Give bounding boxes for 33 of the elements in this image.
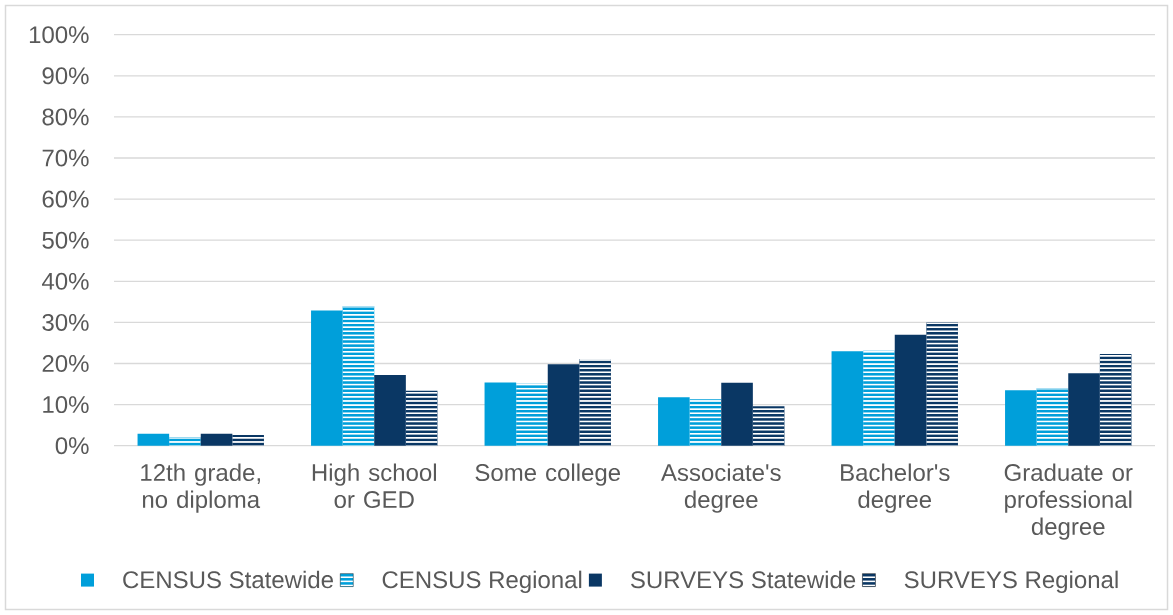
legend-label: SURVEYS Regional	[904, 570, 1118, 594]
bar	[831, 351, 864, 446]
y-tick-label: 20%	[42, 355, 89, 372]
legend-label: CENSUS Statewide	[123, 570, 333, 589]
bar	[894, 334, 927, 446]
y-tick-label: 40%	[41, 272, 89, 290]
y-tick-label: 10%	[43, 396, 89, 414]
y-tick-label: 80%	[42, 108, 89, 126]
bar	[137, 433, 170, 446]
x-tick-label: Associate's degree	[660, 463, 781, 513]
legend-label: CENSUS Regional	[382, 570, 582, 594]
y-tick-label: 100%	[29, 26, 89, 44]
y-tick-label: 70%	[42, 149, 89, 167]
y-tick-label: 0%	[55, 437, 89, 455]
bar	[658, 397, 690, 446]
x-tick-label: 12th grade, no diploma	[141, 463, 261, 513]
bar	[547, 364, 580, 446]
y-tick-label: 30%	[42, 313, 89, 331]
bar	[200, 433, 233, 446]
legend-label: SURVEYS Statewide	[630, 570, 856, 589]
x-tick-label: Some college	[475, 463, 621, 486]
bar	[374, 375, 406, 446]
x-tick-label: Bachelor's degree	[841, 463, 950, 513]
x-tick-label: High school or GED	[312, 463, 436, 509]
bar	[311, 310, 343, 446]
y-tick-label: 50%	[42, 231, 89, 249]
bar	[1068, 373, 1100, 446]
y-tick-label: 90%	[42, 67, 89, 85]
bar	[484, 382, 517, 446]
y-tick-label: 60%	[42, 190, 89, 208]
bar	[1005, 390, 1037, 446]
x-tick-label: Graduate or professional degree	[1004, 463, 1133, 540]
bar	[721, 382, 753, 446]
